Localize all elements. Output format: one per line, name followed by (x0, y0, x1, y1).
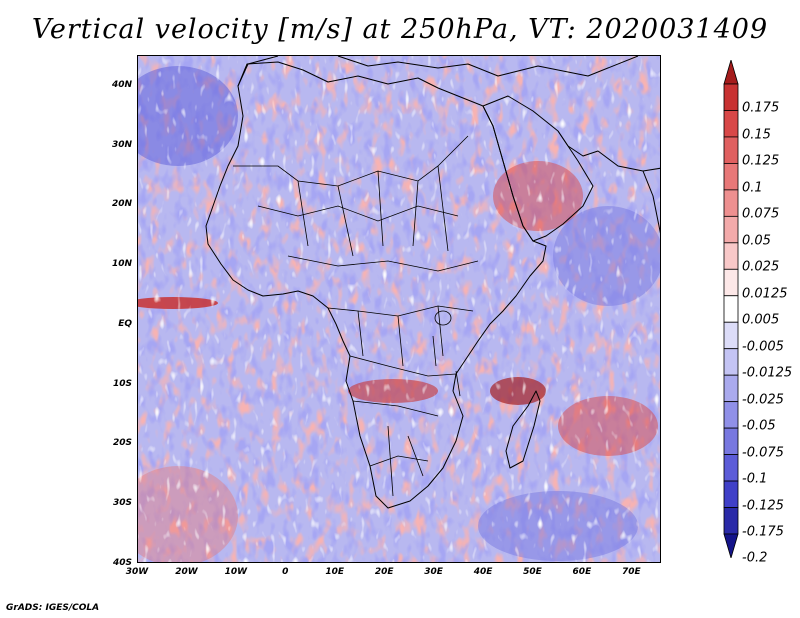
colorbar-max-arrow (723, 60, 739, 85)
lon-tick-label: 20W (175, 567, 198, 577)
colorbar-swatch (723, 374, 739, 403)
colorbar-swatch (723, 401, 739, 429)
colorbar-level-label: 0.1 (742, 180, 763, 196)
colorbar-level-label: -0.025 (742, 392, 784, 408)
lat-tick-label: EQ (118, 318, 132, 329)
colorbar-swatch (723, 268, 739, 297)
colorbar-swatch (723, 189, 739, 217)
colorbar-level-label: 0.025 (742, 259, 780, 275)
lakes (432, 310, 461, 397)
colorbar-level-label: 0.175 (742, 100, 780, 116)
colorbar-swatch (723, 507, 739, 535)
coastlines (205, 56, 660, 509)
lat-tick-label: 20N (111, 199, 132, 210)
colorbar-swatch (723, 454, 739, 482)
colorbar-level-label: -0.175 (742, 524, 784, 540)
lon-tick-label: 10E (325, 567, 345, 577)
chart-title: Vertical velocity [m/s] at 250hPa, VT: 2… (31, 14, 769, 45)
colorbar-level-label: -0.2 (742, 550, 768, 566)
lon-tick-label: 40E (473, 567, 493, 577)
lon-tick-label: 20E (374, 567, 394, 577)
lon-tick-label: 30E (424, 567, 443, 577)
lon-tick-label: 50E (523, 567, 542, 577)
footer-credit: GrADS: IGES/COLA (6, 603, 100, 613)
lat-tick-label: 10S (112, 378, 132, 389)
velocity-field-map (138, 56, 660, 562)
colorbar-level-label: -0.05 (742, 418, 776, 434)
lat-tick-label: 30S (112, 498, 132, 509)
colorbar-swatch (723, 163, 739, 191)
country-borders (233, 135, 479, 497)
lat-tick-label: 40S (112, 558, 132, 568)
lake-malawi (455, 370, 461, 397)
colorbar-level-label: -0.0125 (742, 365, 793, 381)
colorbar-level-label: -0.1 (742, 471, 768, 487)
colorbar-swatch (723, 215, 739, 244)
colorbar-level-label: 0.15 (742, 127, 771, 143)
colorbar-swatch (723, 136, 739, 164)
colorbar-level-label: -0.125 (742, 498, 784, 514)
arabian-peninsula-coastline (482, 95, 594, 242)
lat-tick-label: 30N (111, 139, 132, 150)
colorbar-swatch (723, 110, 739, 138)
lon-tick-label: 0 (282, 567, 289, 577)
colorbar-level-label: 0.125 (742, 153, 780, 169)
colorbar-level-label: 0.0125 (742, 286, 788, 302)
lon-tick-label: 30W (125, 567, 149, 577)
colorbar-level-label: 0.05 (742, 233, 771, 249)
colorbar-swatch (723, 348, 739, 376)
lon-tick-label: 70E (621, 567, 641, 577)
map-panel (137, 55, 661, 563)
lat-tick-label: 20S (112, 438, 132, 449)
lake-victoria (434, 310, 452, 326)
lake-tanganyika (432, 335, 437, 367)
colorbar-swatch (723, 242, 739, 270)
colorbar-swatch (723, 295, 739, 323)
colorbar (723, 60, 739, 558)
colorbar-swatch (723, 480, 739, 508)
border-lines-north (233, 135, 469, 257)
madagascar-coastline (505, 390, 541, 469)
border-lines-south (349, 355, 457, 497)
lat-tick-label: 40N (111, 79, 132, 90)
colorbar-level-label: -0.075 (742, 445, 784, 461)
lon-tick-label: 10W (224, 567, 248, 577)
colorbar-level-label: 0.005 (742, 312, 780, 328)
colorbar-min-arrow (723, 533, 739, 558)
europe-coastline (237, 56, 639, 87)
colorbar-swatch (723, 83, 739, 111)
field-white-streaks (138, 56, 660, 562)
colorbar-level-label: -0.005 (742, 339, 784, 355)
colorbar-level-label: 0.075 (742, 206, 780, 222)
border-lines-central (287, 255, 479, 367)
colorbar-swatch (723, 321, 739, 350)
lon-tick-label: 60E (572, 567, 592, 577)
india-coastline (642, 170, 660, 234)
africa-coastline (205, 61, 547, 509)
lat-tick-label: 10N (111, 259, 132, 270)
colorbar-swatch (723, 427, 739, 455)
